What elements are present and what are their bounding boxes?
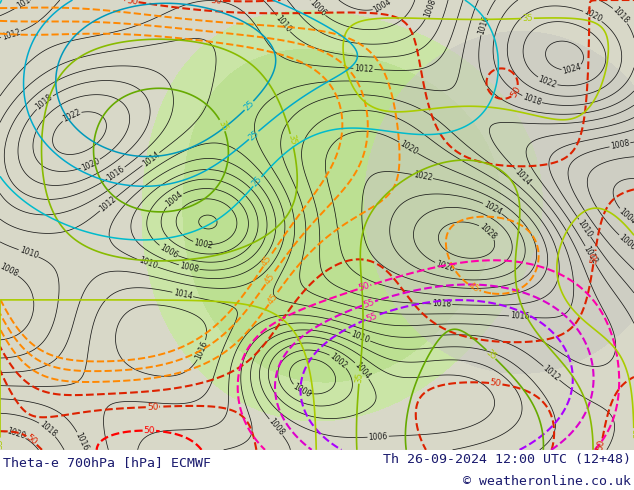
Text: © weatheronline.co.uk: © weatheronline.co.uk <box>463 475 631 489</box>
Text: 1022: 1022 <box>413 170 433 183</box>
Text: 1020: 1020 <box>5 427 27 441</box>
Text: 1016: 1016 <box>477 14 491 35</box>
Text: 1014: 1014 <box>15 0 36 11</box>
Text: 1006: 1006 <box>368 432 388 441</box>
Text: 1004: 1004 <box>164 190 184 209</box>
Text: 50: 50 <box>489 378 502 389</box>
Text: 1004: 1004 <box>353 360 372 381</box>
Text: 1010: 1010 <box>18 245 39 261</box>
Text: 1008: 1008 <box>422 0 437 19</box>
Text: 35: 35 <box>216 119 229 132</box>
Text: 1002: 1002 <box>193 238 214 250</box>
Text: 1002: 1002 <box>328 351 349 370</box>
Text: 55: 55 <box>365 311 378 323</box>
Text: 35: 35 <box>630 429 634 440</box>
Text: 1016: 1016 <box>510 312 529 322</box>
Text: 1010: 1010 <box>137 256 158 271</box>
Text: 35: 35 <box>286 134 297 147</box>
Text: 50: 50 <box>143 426 155 435</box>
Text: 1008: 1008 <box>609 139 630 151</box>
Text: 1008: 1008 <box>0 262 20 279</box>
Text: 1014: 1014 <box>172 288 193 301</box>
Text: 25: 25 <box>247 128 261 142</box>
Text: 1024: 1024 <box>482 199 503 217</box>
Text: 35: 35 <box>354 372 365 383</box>
Text: Th 26-09-2024 12:00 UTC (12+48): Th 26-09-2024 12:00 UTC (12+48) <box>383 453 631 466</box>
Text: 35: 35 <box>0 439 4 449</box>
Text: 50: 50 <box>589 251 600 264</box>
Text: 45: 45 <box>260 254 274 268</box>
Text: 1014: 1014 <box>141 149 161 169</box>
Text: 1022: 1022 <box>537 74 558 90</box>
Text: 1018: 1018 <box>521 92 543 107</box>
Text: 45: 45 <box>467 281 481 294</box>
Text: 1006: 1006 <box>158 243 179 260</box>
Text: 1004: 1004 <box>617 206 634 226</box>
Text: 45: 45 <box>262 271 276 286</box>
Text: 45: 45 <box>266 292 280 306</box>
Text: 1020: 1020 <box>398 139 419 156</box>
Text: 35: 35 <box>484 347 498 362</box>
Text: Theta-e 700hPa [hPa] ECMWF: Theta-e 700hPa [hPa] ECMWF <box>3 456 211 469</box>
Text: 1012: 1012 <box>354 64 373 74</box>
Text: 1020: 1020 <box>80 156 101 172</box>
Text: 1026: 1026 <box>434 259 455 273</box>
Text: 50: 50 <box>357 281 371 294</box>
Text: 1010: 1010 <box>274 13 293 34</box>
Text: 1024: 1024 <box>562 63 583 76</box>
Text: 1006: 1006 <box>617 232 634 252</box>
Text: 1008: 1008 <box>179 261 200 274</box>
Text: 50: 50 <box>210 0 222 5</box>
Text: 1018: 1018 <box>34 93 55 112</box>
Text: 55: 55 <box>362 297 375 310</box>
Text: 1008: 1008 <box>266 417 286 438</box>
Text: 1020: 1020 <box>582 7 604 24</box>
Text: 50: 50 <box>146 402 158 412</box>
Text: 1018: 1018 <box>432 299 451 309</box>
Text: 1018: 1018 <box>37 419 58 439</box>
Text: 1000: 1000 <box>291 382 313 399</box>
Text: 1016: 1016 <box>74 431 90 452</box>
Text: 1014: 1014 <box>513 167 533 187</box>
Text: 1012: 1012 <box>1 27 22 42</box>
Text: 1028: 1028 <box>478 221 498 241</box>
Text: 1010: 1010 <box>350 329 371 345</box>
Text: 1022: 1022 <box>61 107 82 124</box>
Text: 1006: 1006 <box>307 0 328 18</box>
Text: 1012: 1012 <box>98 195 118 214</box>
Text: 1012: 1012 <box>582 245 599 266</box>
Text: 35: 35 <box>522 14 533 23</box>
Text: 1004: 1004 <box>372 0 393 15</box>
Text: 1016: 1016 <box>105 164 127 182</box>
Text: 50: 50 <box>25 433 39 447</box>
Text: 1012: 1012 <box>541 364 562 383</box>
Text: 50: 50 <box>126 0 138 6</box>
Text: 50: 50 <box>509 84 522 98</box>
Text: 25: 25 <box>242 98 256 113</box>
Text: 1016: 1016 <box>194 340 210 361</box>
Text: 50: 50 <box>596 439 607 452</box>
Text: 25: 25 <box>250 174 264 189</box>
Text: 1018: 1018 <box>611 5 631 25</box>
Text: 1010: 1010 <box>576 218 594 239</box>
